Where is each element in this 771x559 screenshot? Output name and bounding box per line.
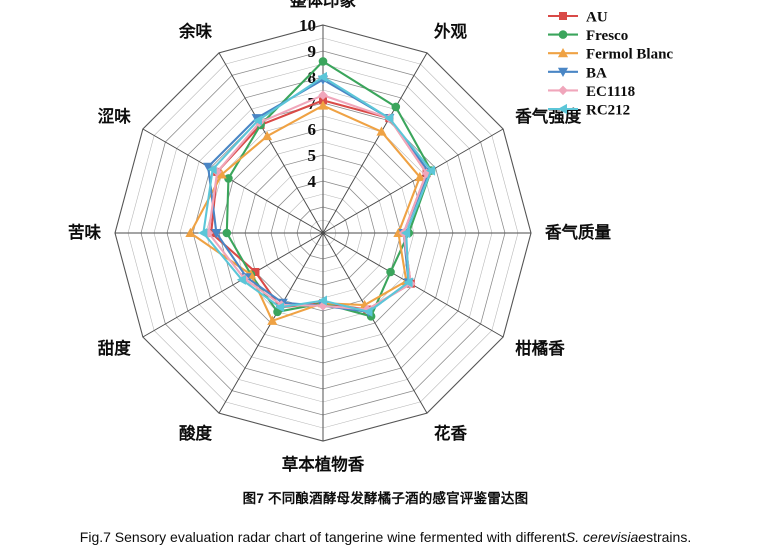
series-marker: [222, 228, 232, 238]
r-tick-label-9: 9: [308, 42, 317, 61]
series-marker: [203, 162, 214, 172]
series-marker: [386, 267, 395, 277]
axis-label-7: 酸度: [179, 423, 213, 443]
series-marker: [384, 113, 394, 124]
series-marker: [211, 228, 222, 239]
series-marker: [318, 57, 328, 66]
series-marker: [557, 67, 569, 78]
series-marker: [252, 115, 263, 126]
axis-spoke: [142, 232, 324, 338]
legend-item-au[interactable]: AU: [548, 10, 608, 26]
series-marker: [267, 315, 278, 325]
legend-label: BA: [586, 65, 607, 81]
radar-spokes-layer: [115, 25, 531, 441]
series-marker: [558, 85, 568, 96]
series-marker: [391, 102, 401, 112]
legend-label: AU: [586, 10, 608, 26]
series-marker: [317, 71, 328, 83]
series-marker: [557, 47, 569, 58]
legend-label: Fresco: [586, 28, 628, 44]
axis-spoke: [322, 128, 504, 234]
series-marker: [236, 274, 246, 285]
r-tick-label-8: 8: [308, 68, 317, 87]
legend-item-ec1118[interactable]: EC1118: [548, 84, 635, 100]
radar-series-layer: [185, 57, 436, 325]
series-marker: [559, 11, 568, 20]
legend-label: RC212: [586, 103, 630, 119]
series-marker: [414, 171, 425, 182]
series-marker: [425, 165, 436, 176]
series-marker: [317, 100, 329, 110]
figure-caption-english: Fig.7 Sensory evaluation radar chart of …: [0, 529, 771, 545]
series-marker: [262, 130, 273, 141]
legend-item-rc212[interactable]: RC212: [548, 103, 630, 119]
axis-label-11: 余味: [178, 21, 213, 41]
series-marker: [317, 295, 328, 306]
r-tick-label-10: 10: [299, 16, 316, 35]
series-marker: [185, 227, 196, 238]
series-marker: [557, 103, 567, 115]
series-marker: [363, 306, 373, 317]
caption-en-species-italic: S. cerevisiae: [565, 529, 647, 545]
axis-label-3: 香气质量: [545, 222, 612, 242]
axis-label-1: 外观: [434, 21, 468, 41]
axis-label-4: 柑橘香: [515, 338, 565, 358]
r-tick-label-5: 5: [308, 146, 317, 165]
axis-spoke: [322, 52, 428, 234]
axis-spoke: [142, 128, 324, 234]
axis-label-5: 花香: [434, 423, 468, 443]
series-marker: [274, 302, 285, 313]
axis-spoke: [322, 232, 428, 414]
r-tick-label-7: 7: [308, 94, 317, 113]
series-marker: [318, 90, 328, 100]
series-marker: [400, 227, 411, 239]
legend-label: EC1118: [586, 84, 635, 100]
legend-item-fresco[interactable]: Fresco: [548, 28, 628, 44]
series-rc212: [198, 71, 436, 317]
axis-label-10: 涩味: [98, 106, 132, 126]
chart-legend: AU Fresco Fermol Blanc BA EC1118 RC212: [548, 10, 673, 119]
series-marker: [558, 30, 568, 39]
series-marker: [198, 227, 208, 239]
legend-item-fermol-blanc[interactable]: Fermol Blanc: [548, 47, 673, 63]
series-marker: [403, 277, 413, 288]
series-line: [189, 104, 421, 322]
axis-label-0: 整体印象: [290, 0, 357, 10]
caption-en-part-a: Fig.7 Sensory evaluation radar chart of …: [79, 529, 566, 545]
series-marker: [376, 126, 387, 136]
legend-label: Fermol Blanc: [586, 47, 673, 63]
axis-spoke: [218, 52, 324, 234]
radar-rtick-labels-layer: 4 5 6 7 8 9 10: [299, 16, 317, 191]
axis-label-9: 苦味: [68, 222, 102, 242]
axis-label-6: 草本植物香: [282, 454, 365, 474]
series-line: [202, 75, 433, 313]
series-marker: [207, 164, 217, 175]
legend-item-ba[interactable]: BA: [548, 65, 607, 81]
axis-label-8: 甜度: [98, 338, 132, 358]
r-tick-label-4: 4: [308, 172, 317, 191]
caption-en-part-b: strains.: [646, 529, 692, 545]
figure-caption-chinese: 图7 不同酿酒酵母发酵橘子酒的感官评鉴雷达图: [242, 491, 529, 506]
r-tick-label-6: 6: [308, 120, 317, 139]
